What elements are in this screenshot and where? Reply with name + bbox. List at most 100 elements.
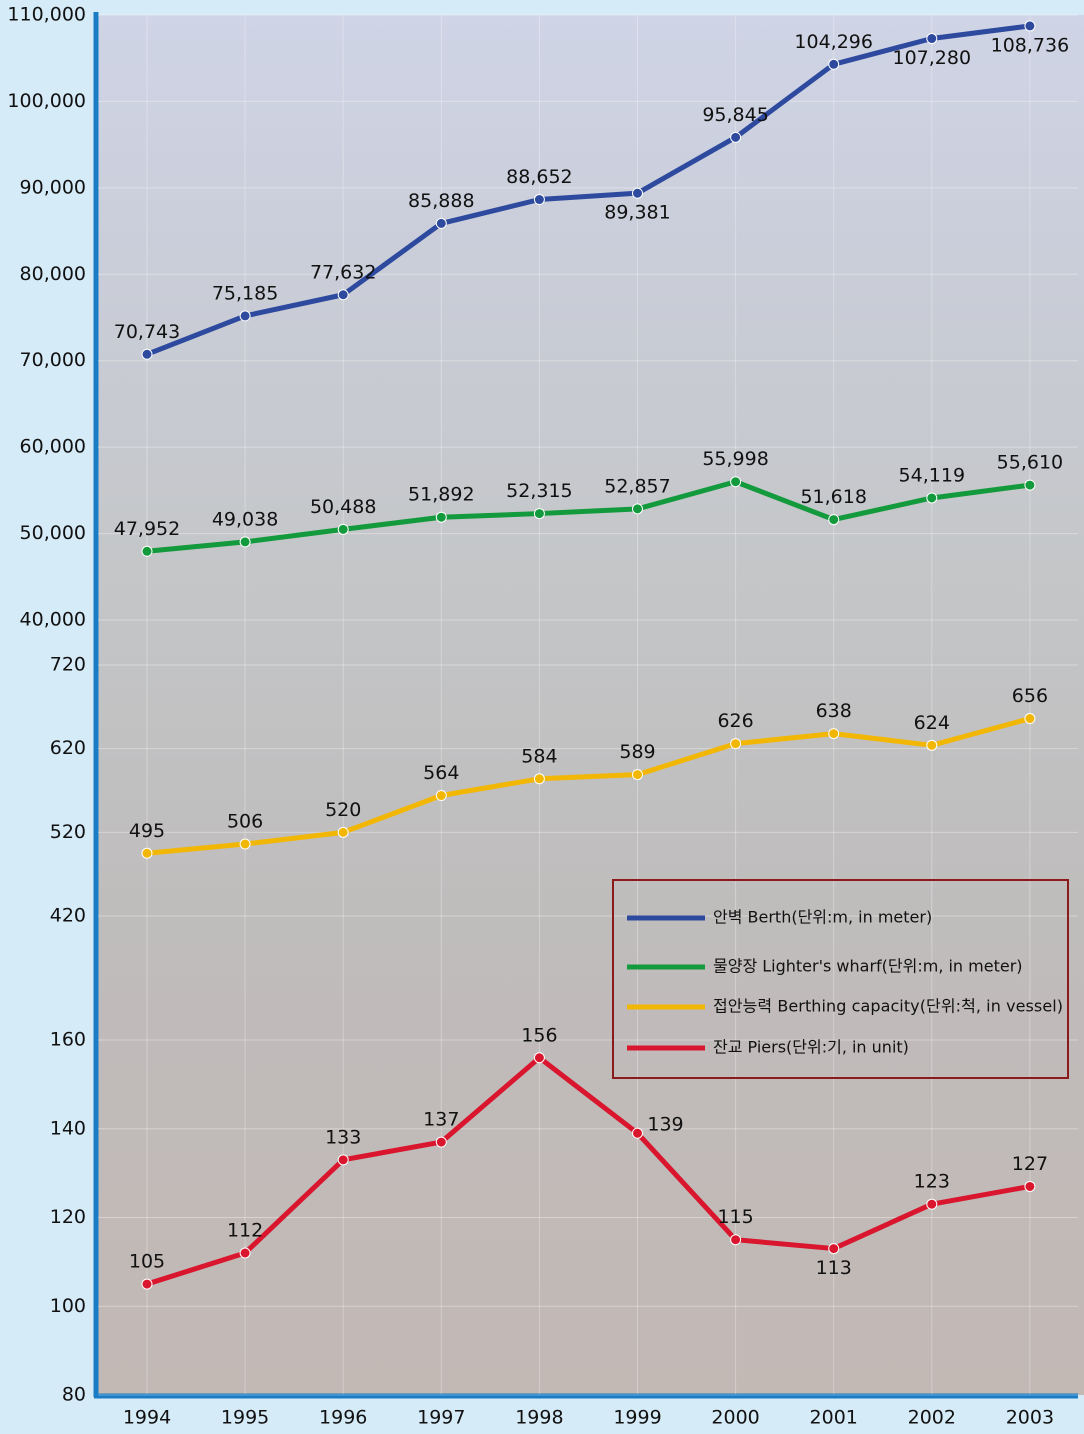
x-tick-label: 1996 xyxy=(319,1407,367,1429)
data-point xyxy=(337,289,349,301)
legend-box xyxy=(612,879,1069,1079)
data-point xyxy=(828,58,840,70)
data-point xyxy=(828,514,840,526)
series-line xyxy=(146,479,1031,554)
data-point xyxy=(239,536,251,548)
data-point xyxy=(239,1247,251,1259)
data-label: 656 xyxy=(1012,685,1048,707)
data-point xyxy=(141,1278,153,1290)
data-label: 85,888 xyxy=(408,190,474,212)
data-point xyxy=(239,310,251,322)
data-point xyxy=(632,1127,643,1139)
data-label: 506 xyxy=(227,811,263,833)
data-point xyxy=(533,773,545,785)
data-label: 113 xyxy=(816,1257,852,1279)
data-label: 105 xyxy=(129,1251,165,1273)
data-label: 139 xyxy=(647,1114,683,1136)
data-label: 47,952 xyxy=(114,518,180,540)
data-label: 123 xyxy=(914,1171,950,1193)
data-point xyxy=(1024,20,1036,32)
y-tick-label: 100 xyxy=(50,1295,86,1317)
y-tick-label: 60,000 xyxy=(20,436,86,458)
data-label: 112 xyxy=(227,1220,263,1242)
data-label: 52,315 xyxy=(506,480,572,502)
y-tick-label: 720 xyxy=(50,654,86,676)
data-label: 108,736 xyxy=(991,34,1070,56)
data-label: 137 xyxy=(423,1109,459,1131)
x-tick-label: 1997 xyxy=(417,1407,465,1429)
series-line xyxy=(146,1055,1031,1287)
data-point xyxy=(435,790,447,802)
data-label: 95,845 xyxy=(702,104,768,126)
data-label: 52,857 xyxy=(604,475,670,497)
y-tick-label: 520 xyxy=(50,821,86,843)
x-tick-label: 2002 xyxy=(908,1407,956,1429)
x-tick-label: 2003 xyxy=(1006,1407,1054,1429)
data-point xyxy=(632,187,643,199)
y-tick-label: 80 xyxy=(62,1384,86,1406)
y-tick-label: 50,000 xyxy=(20,522,86,544)
x-tick-label: 1994 xyxy=(123,1407,171,1429)
data-point xyxy=(1024,479,1036,491)
data-point xyxy=(730,476,742,488)
data-label: 51,618 xyxy=(800,486,866,508)
data-label: 51,892 xyxy=(408,484,474,506)
x-tick-label: 1998 xyxy=(515,1407,563,1429)
data-point xyxy=(828,1243,840,1255)
data-point xyxy=(141,847,153,859)
x-tick-label: 2001 xyxy=(810,1407,858,1429)
x-tick-label: 1995 xyxy=(221,1407,269,1429)
data-point xyxy=(926,1198,938,1210)
data-point xyxy=(337,523,349,535)
data-label: 589 xyxy=(619,741,655,763)
y-tick-label: 620 xyxy=(50,737,86,759)
data-point xyxy=(730,1234,742,1246)
data-label: 107,280 xyxy=(893,47,972,69)
data-label: 55,610 xyxy=(997,452,1063,474)
data-label: 89,381 xyxy=(604,202,670,224)
data-label: 626 xyxy=(717,710,753,732)
data-label: 520 xyxy=(325,799,361,821)
data-label: 564 xyxy=(423,762,459,784)
data-label: 88,652 xyxy=(506,166,572,188)
y-tick-label: 100,000 xyxy=(7,90,86,112)
legend-label: 접안능력 Berthing capacity(단위:척, in vessel) xyxy=(713,997,1063,1016)
data-point xyxy=(435,217,447,229)
data-point xyxy=(533,1052,545,1064)
data-point xyxy=(730,738,742,750)
data-label: 115 xyxy=(717,1206,753,1228)
data-label: 75,185 xyxy=(212,282,278,304)
data-label: 50,488 xyxy=(310,496,376,518)
data-point xyxy=(1024,1180,1036,1192)
legend-label: 물양장 Lighter's wharf(단위:m, in meter) xyxy=(713,957,1023,976)
data-point xyxy=(533,194,545,206)
legend-label: 잔교 Piers(단위:기, in unit) xyxy=(713,1038,909,1057)
data-point xyxy=(828,728,840,740)
data-label: 54,119 xyxy=(899,464,965,486)
data-label: 70,743 xyxy=(114,321,180,343)
data-label: 55,998 xyxy=(702,448,768,470)
data-label: 495 xyxy=(129,820,165,842)
y-tick-label: 160 xyxy=(50,1029,86,1051)
y-tick-label: 120 xyxy=(50,1206,86,1228)
data-point xyxy=(926,492,938,504)
y-tick-label: 40,000 xyxy=(20,609,86,631)
y-tick-label: 80,000 xyxy=(20,263,86,285)
data-label: 133 xyxy=(325,1126,361,1148)
y-tick-label: 90,000 xyxy=(20,176,86,198)
legend-label: 안벽 Berth(단위:m, in meter) xyxy=(713,908,932,927)
data-label: 49,038 xyxy=(212,508,278,530)
y-tick-label: 140 xyxy=(50,1117,86,1139)
data-point xyxy=(337,1154,349,1166)
data-point xyxy=(435,511,447,523)
y-tick-label: 110,000 xyxy=(7,4,86,26)
data-point xyxy=(1024,713,1036,725)
data-label: 638 xyxy=(816,700,852,722)
data-point xyxy=(533,508,545,520)
series-line xyxy=(146,23,1031,357)
legend: 안벽 Berth(단위:m, in meter) 물양장 Lighter's wh… xyxy=(612,879,1069,1079)
y-tick-label: 420 xyxy=(50,905,86,927)
data-point xyxy=(730,131,742,143)
data-label: 624 xyxy=(914,712,950,734)
plot-background xyxy=(96,15,1084,1395)
